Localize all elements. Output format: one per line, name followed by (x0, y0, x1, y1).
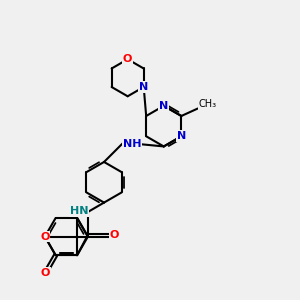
Text: HN: HN (70, 206, 88, 216)
Text: N: N (177, 131, 186, 141)
Text: O: O (110, 230, 119, 240)
Text: O: O (40, 232, 50, 242)
Text: N: N (139, 82, 148, 92)
Text: O: O (40, 268, 50, 278)
Text: O: O (123, 54, 132, 64)
Text: N: N (159, 101, 168, 111)
Text: NH: NH (123, 139, 141, 149)
Text: CH₃: CH₃ (199, 99, 217, 109)
